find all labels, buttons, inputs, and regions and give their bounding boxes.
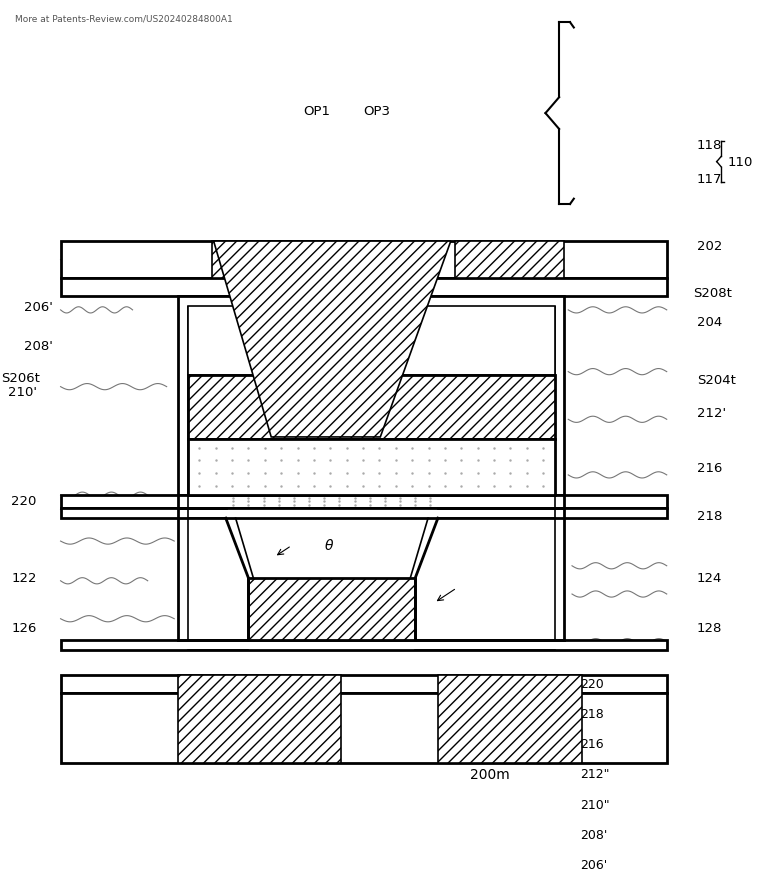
Text: 204: 204 bbox=[697, 316, 722, 329]
Text: 220: 220 bbox=[581, 678, 604, 691]
Text: OP1: OP1 bbox=[303, 105, 330, 118]
Text: 210": 210" bbox=[581, 798, 610, 812]
Bar bbox=[249, 578, 415, 640]
Bar bbox=[61, 640, 667, 651]
Bar bbox=[61, 508, 667, 518]
Text: 212': 212' bbox=[697, 407, 727, 420]
Text: 212": 212" bbox=[581, 768, 610, 781]
Text: 200m: 200m bbox=[470, 768, 510, 782]
Text: 128: 128 bbox=[697, 622, 723, 635]
Text: 218: 218 bbox=[581, 708, 604, 721]
Bar bbox=[61, 241, 667, 278]
Bar bbox=[61, 278, 667, 296]
Text: S204t: S204t bbox=[697, 374, 736, 387]
Text: 122: 122 bbox=[12, 572, 37, 584]
Text: More at Patents-Review.com/US20240284800A1: More at Patents-Review.com/US20240284800… bbox=[15, 15, 233, 24]
Text: S208t: S208t bbox=[694, 288, 732, 300]
Text: 216: 216 bbox=[581, 738, 604, 751]
Text: 218: 218 bbox=[697, 510, 723, 523]
Bar bbox=[178, 675, 341, 764]
Polygon shape bbox=[214, 241, 451, 437]
Text: S206t: S206t bbox=[2, 372, 41, 385]
Bar bbox=[178, 296, 564, 496]
Text: $\theta$: $\theta$ bbox=[324, 538, 335, 553]
Bar bbox=[188, 306, 554, 375]
Text: 126: 126 bbox=[12, 622, 37, 635]
Bar bbox=[61, 496, 667, 508]
Text: 216: 216 bbox=[697, 463, 723, 475]
Text: 206': 206' bbox=[25, 301, 53, 313]
Text: 208': 208' bbox=[581, 829, 607, 842]
Bar bbox=[188, 439, 554, 496]
Text: OP3: OP3 bbox=[364, 105, 391, 118]
Text: 117: 117 bbox=[697, 173, 723, 186]
Bar bbox=[455, 241, 564, 278]
Bar bbox=[61, 693, 667, 764]
Text: 124: 124 bbox=[697, 572, 723, 584]
Text: 110: 110 bbox=[727, 156, 753, 169]
Bar bbox=[212, 241, 382, 278]
Bar bbox=[188, 375, 554, 439]
Text: 202: 202 bbox=[697, 240, 723, 253]
Text: 206': 206' bbox=[581, 860, 607, 872]
Bar bbox=[61, 241, 667, 764]
Bar bbox=[61, 675, 667, 693]
Text: 118: 118 bbox=[697, 139, 723, 152]
Text: 220: 220 bbox=[12, 495, 37, 508]
Text: 208': 208' bbox=[25, 340, 53, 353]
Text: 210': 210' bbox=[8, 386, 37, 400]
Bar bbox=[438, 675, 582, 764]
